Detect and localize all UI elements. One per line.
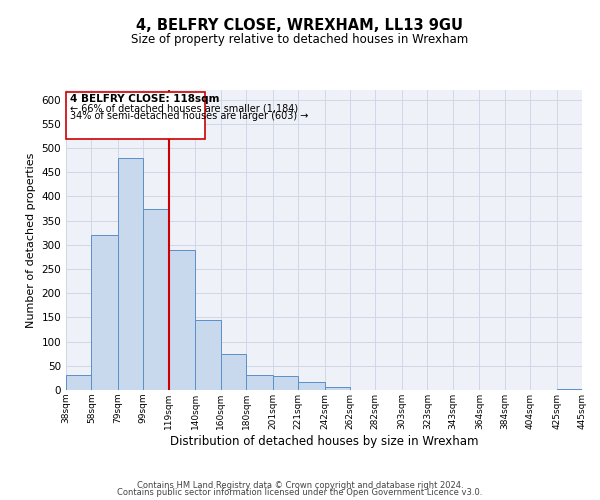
- Bar: [66, 92, 205, 140]
- Bar: [221, 354, 246, 390]
- Text: Contains HM Land Registry data © Crown copyright and database right 2024.: Contains HM Land Registry data © Crown c…: [137, 480, 463, 490]
- Bar: [169, 250, 196, 390]
- Text: ← 66% of detached houses are smaller (1,184): ← 66% of detached houses are smaller (1,…: [70, 103, 298, 113]
- Bar: [246, 376, 272, 390]
- Y-axis label: Number of detached properties: Number of detached properties: [26, 152, 36, 328]
- X-axis label: Distribution of detached houses by size in Wrexham: Distribution of detached houses by size …: [170, 434, 478, 448]
- Bar: [143, 208, 169, 390]
- Bar: [66, 374, 91, 390]
- Bar: [91, 235, 118, 390]
- Text: 4, BELFRY CLOSE, WREXHAM, LL13 9GU: 4, BELFRY CLOSE, WREXHAM, LL13 9GU: [137, 18, 464, 32]
- Text: Contains public sector information licensed under the Open Government Licence v3: Contains public sector information licen…: [118, 488, 482, 497]
- Bar: [325, 386, 350, 390]
- Bar: [196, 320, 221, 390]
- Bar: [557, 388, 582, 390]
- Bar: [272, 376, 298, 390]
- Text: 4 BELFRY CLOSE: 118sqm: 4 BELFRY CLOSE: 118sqm: [70, 94, 220, 104]
- Bar: [118, 158, 143, 390]
- Bar: [298, 382, 325, 390]
- Text: Size of property relative to detached houses in Wrexham: Size of property relative to detached ho…: [131, 32, 469, 46]
- Text: 34% of semi-detached houses are larger (603) →: 34% of semi-detached houses are larger (…: [70, 111, 308, 121]
